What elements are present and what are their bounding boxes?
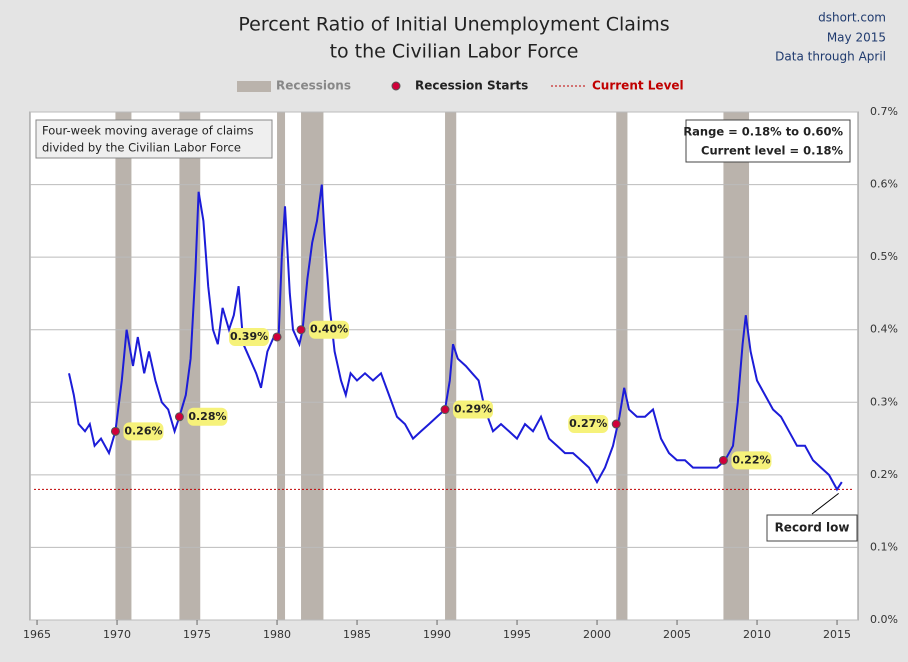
range-text: Current level = 0.18% — [701, 144, 843, 158]
x-tick-label: 1965 — [23, 628, 51, 641]
y-tick-label: 0.0% — [870, 613, 898, 626]
value-label: 0.40% — [310, 323, 348, 336]
y-tick-label: 0.1% — [870, 540, 898, 553]
recession-start — [296, 325, 306, 335]
y-tick-label: 0.6% — [870, 178, 898, 191]
source: Data through April — [775, 50, 886, 64]
chart-title: to the Civilian Labor Force — [330, 41, 579, 63]
recession-band — [277, 112, 286, 620]
claims-line — [68, 184, 843, 492]
recession-start — [611, 419, 621, 429]
recession-start — [110, 426, 120, 436]
recession-band — [616, 112, 628, 620]
recession-start — [718, 455, 728, 465]
note-box — [35, 119, 273, 159]
range-box — [685, 119, 851, 163]
value-label-bg — [309, 320, 350, 339]
recession-start — [440, 405, 450, 415]
legend-label: Recession Starts — [415, 79, 528, 93]
legend-swatch — [391, 81, 401, 91]
legend-label: Current Level — [592, 79, 684, 93]
y-tick-label: 0.3% — [870, 395, 898, 408]
y-tick-label: 0.5% — [870, 250, 898, 263]
value-label-bg — [187, 407, 228, 426]
x-tick-label: 2000 — [583, 628, 611, 641]
record-low-arrow — [811, 492, 839, 515]
value-label-bg — [731, 451, 772, 470]
x-tick-label: 1980 — [263, 628, 291, 641]
value-label: 0.27% — [569, 417, 607, 430]
x-tick-label: 1970 — [103, 628, 131, 641]
recession-start — [272, 332, 282, 342]
recession-band — [723, 112, 750, 620]
legend-swatch — [237, 81, 271, 92]
value-label: 0.39% — [230, 330, 268, 343]
y-tick-label: 0.2% — [870, 468, 898, 481]
value-label: 0.29% — [454, 403, 492, 416]
range-text: Range = 0.18% to 0.60% — [683, 125, 843, 139]
value-label-bg — [123, 422, 164, 441]
legend-label: Recessions — [276, 79, 351, 93]
x-tick-label: 2015 — [823, 628, 851, 641]
x-tick-label: 1995 — [503, 628, 531, 641]
y-tick-label: 0.7% — [870, 105, 898, 118]
y-tick-label: 0.4% — [870, 323, 898, 336]
note-text: Four-week moving average of claims — [42, 124, 253, 138]
value-label-bg — [453, 400, 494, 419]
recession-band — [301, 112, 324, 620]
note-text: divided by the Civilian Labor Force — [42, 141, 241, 155]
plot-area — [29, 111, 859, 621]
x-tick-label: 1990 — [423, 628, 451, 641]
value-label-bg — [229, 327, 270, 346]
record-low-box — [766, 514, 858, 542]
record-low-text: Record low — [775, 521, 850, 535]
legend: Recessions Recession Starts Current Leve… — [237, 79, 684, 93]
source: May 2015 — [827, 31, 886, 45]
value-label-bg — [568, 415, 609, 434]
x-tick-label: 2010 — [743, 628, 771, 641]
x-tick-label: 2005 — [663, 628, 691, 641]
chart-title: Percent Ratio of Initial Unemployment Cl… — [238, 14, 669, 36]
value-label: 0.26% — [124, 424, 162, 437]
value-label: 0.28% — [188, 410, 226, 423]
value-label: 0.22% — [732, 453, 770, 466]
x-tick-label: 1985 — [343, 628, 371, 641]
source: dshort.com — [818, 11, 886, 25]
x-tick-label: 1975 — [183, 628, 211, 641]
recession-start — [174, 412, 184, 422]
